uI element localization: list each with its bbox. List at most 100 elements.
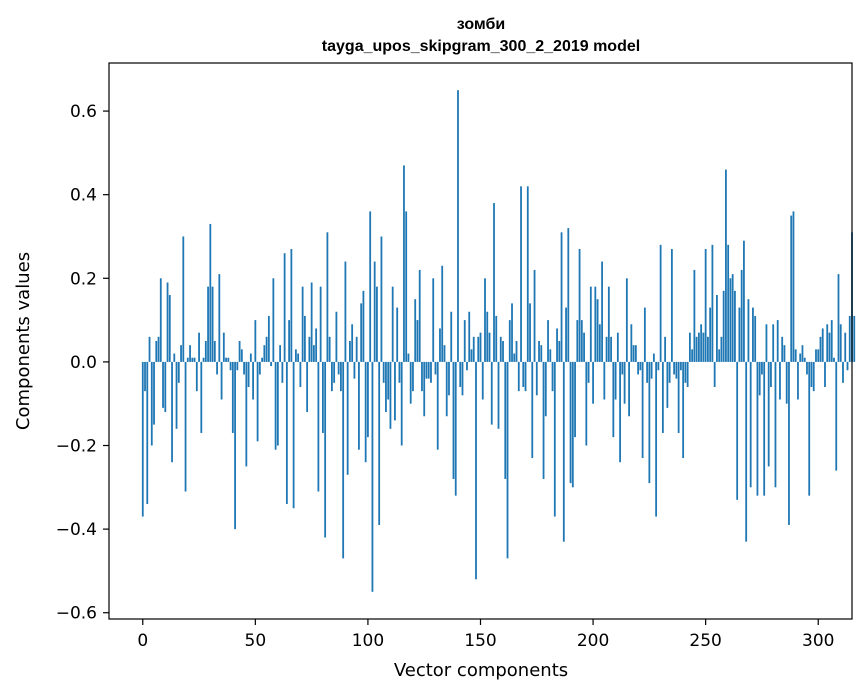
bar-component-4 [150, 361, 153, 446]
bar-component-48 [249, 353, 252, 362]
bar-component-0 [141, 361, 144, 517]
bar-component-146 [470, 349, 473, 362]
bar-component-185 [558, 341, 561, 362]
bar-component-244 [691, 349, 694, 362]
bar-component-22 [191, 357, 194, 362]
bar-component-83 [328, 336, 331, 362]
bar-component-42 [236, 361, 239, 371]
bar-component-248 [700, 324, 703, 362]
bar-component-298 [812, 361, 815, 392]
bar-component-97 [360, 303, 363, 362]
bar-component-211 [616, 332, 619, 362]
bar-component-277 [765, 324, 768, 362]
bar-component-239 [679, 361, 682, 371]
bar-component-122 [416, 320, 419, 362]
bar-component-141 [459, 361, 462, 387]
bar-component-96 [358, 361, 360, 450]
bar-component-142 [461, 361, 464, 396]
bar-component-33 [216, 361, 218, 375]
bar-component-114 [398, 361, 401, 383]
bar-component-247 [698, 332, 700, 362]
bar-component-150 [479, 332, 482, 362]
bar-component-287 [788, 361, 790, 525]
bar-component-152 [484, 278, 486, 362]
bar-component-107 [382, 361, 385, 383]
bar-component-26 [200, 361, 203, 433]
bar-component-145 [468, 311, 471, 362]
bar-component-194 [578, 249, 581, 362]
bar-component-264 [736, 361, 739, 500]
bar-component-295 [806, 361, 808, 375]
bar-component-18 [182, 236, 185, 362]
bar-component-206 [605, 336, 608, 362]
bar-component-270 [749, 361, 752, 488]
bar-component-56 [267, 315, 270, 362]
bar-component-133 [441, 265, 444, 362]
bar-component-45 [243, 361, 245, 375]
bar-component-15 [175, 361, 178, 429]
bar-component-86 [335, 311, 338, 362]
bar-component-101 [369, 211, 372, 362]
bar-component-258 [722, 290, 725, 362]
bar-component-62 [281, 361, 284, 383]
bar-component-135 [445, 361, 448, 417]
bar-component-177 [540, 345, 543, 362]
bar-component-266 [740, 269, 743, 362]
bar-component-3 [148, 336, 151, 362]
bar-component-136 [448, 361, 450, 396]
bar-component-249 [702, 332, 705, 362]
bar-component-128 [430, 361, 432, 383]
y-tick-label: 0.4 [70, 186, 97, 206]
bar-component-268 [745, 361, 748, 542]
bar-component-273 [756, 361, 759, 496]
bar-component-127 [427, 361, 430, 379]
bar-component-111 [391, 286, 394, 362]
bar-component-251 [707, 336, 709, 362]
bar-component-147 [472, 336, 475, 362]
bar-component-178 [542, 361, 545, 479]
chart-title-line-2: tayga_upos_skipgram_300_2_2019 model [322, 38, 640, 55]
bar-component-182 [551, 361, 554, 392]
bar-component-24 [195, 361, 198, 392]
bar-component-148 [475, 361, 477, 580]
bar-component-37 [225, 357, 227, 362]
bar-component-304 [826, 324, 829, 362]
bar-component-187 [562, 361, 565, 542]
bar-component-74 [308, 336, 311, 362]
y-tick-label: 0.2 [70, 269, 97, 289]
bar-component-188 [565, 307, 567, 362]
bar-component-259 [725, 169, 727, 362]
bar-component-39 [229, 361, 232, 371]
bar-component-151 [481, 361, 484, 400]
bar-component-190 [569, 361, 572, 484]
bar-component-175 [535, 361, 538, 396]
bar-component-299 [815, 349, 817, 362]
bar-component-43 [238, 341, 241, 362]
bar-component-109 [387, 361, 390, 400]
bar-component-192 [574, 361, 576, 438]
bar-component-282 [776, 320, 779, 362]
bar-component-256 [718, 349, 721, 362]
bar-component-301 [819, 336, 822, 362]
bar-component-281 [774, 361, 777, 488]
bar-component-306 [830, 320, 833, 362]
bar-component-49 [252, 361, 254, 400]
bar-component-79 [319, 286, 322, 362]
bar-component-66 [290, 249, 293, 362]
bar-component-283 [779, 361, 781, 400]
bar-component-173 [531, 361, 534, 459]
bar-component-155 [490, 361, 493, 425]
bar-component-257 [720, 336, 723, 362]
bar-component-170 [524, 361, 527, 392]
bar-component-8 [159, 278, 162, 362]
bar-component-131 [436, 361, 439, 450]
bar-component-272 [754, 315, 757, 362]
chart-title-line-1: зомби [457, 16, 505, 33]
bar-component-223 [643, 307, 646, 362]
bar-component-221 [639, 361, 642, 371]
bar-component-229 [657, 361, 660, 371]
bar-component-167 [517, 361, 520, 392]
bar-component-303 [824, 361, 826, 387]
bar-component-28 [204, 341, 207, 362]
